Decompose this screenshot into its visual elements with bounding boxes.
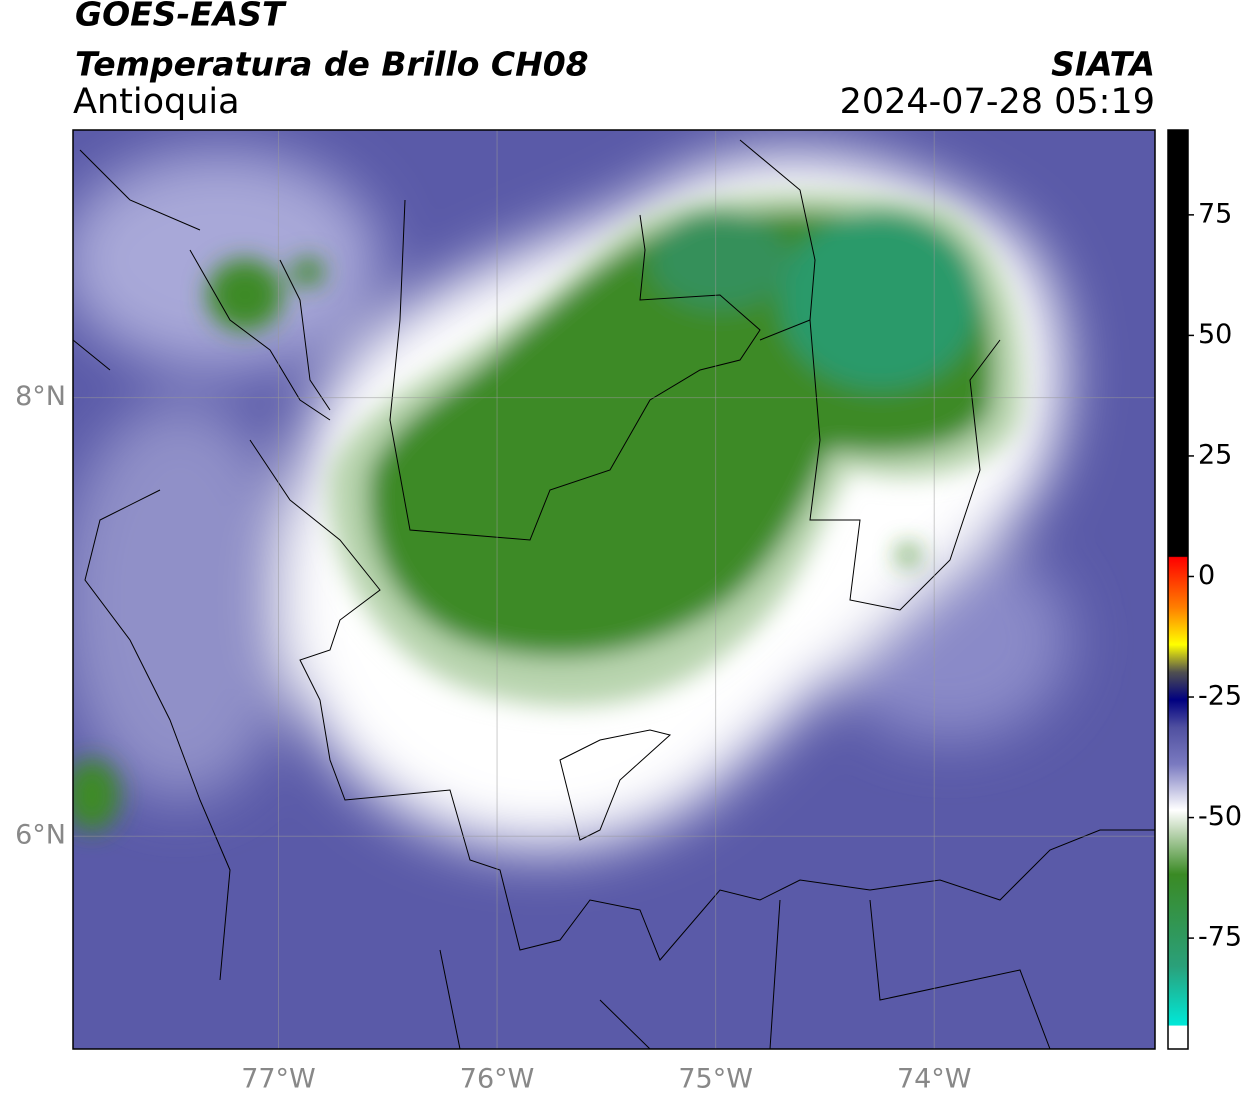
- lon-tick-label: 75°W: [678, 1064, 753, 1095]
- borders: [73, 139, 1155, 1049]
- graticule: [73, 130, 1155, 1049]
- colorbar-tick-label: 25: [1198, 439, 1232, 470]
- colorbar-tick-label: -25: [1198, 681, 1242, 712]
- lon-tick-label: 74°W: [897, 1064, 972, 1095]
- colorbar-tick-label: 75: [1198, 198, 1232, 229]
- colorbar-tick-label: -75: [1198, 922, 1242, 953]
- agency-label: SIATA: [1051, 45, 1155, 84]
- colorbar-tick-label: -50: [1198, 801, 1242, 832]
- satellite-title: GOES-EAST: [75, 0, 287, 34]
- colorbar: [1167, 129, 1189, 1050]
- colorbar-tick-label: 0: [1198, 560, 1215, 591]
- lon-tick-label: 77°W: [241, 1064, 316, 1095]
- lat-tick-label: 8°N: [15, 381, 66, 412]
- datetime-label: 2024-07-28 05:19: [840, 82, 1155, 122]
- colorbar-tick-label: 50: [1198, 319, 1232, 350]
- satellite-image: [73, 130, 1155, 1049]
- lon-tick-label: 76°W: [460, 1064, 535, 1095]
- region-label: Antioquia: [73, 82, 240, 122]
- lat-tick-label: 6°N: [15, 820, 66, 851]
- product-title: Temperatura de Brillo CH08: [75, 45, 589, 84]
- map-frame: [72, 129, 1156, 1050]
